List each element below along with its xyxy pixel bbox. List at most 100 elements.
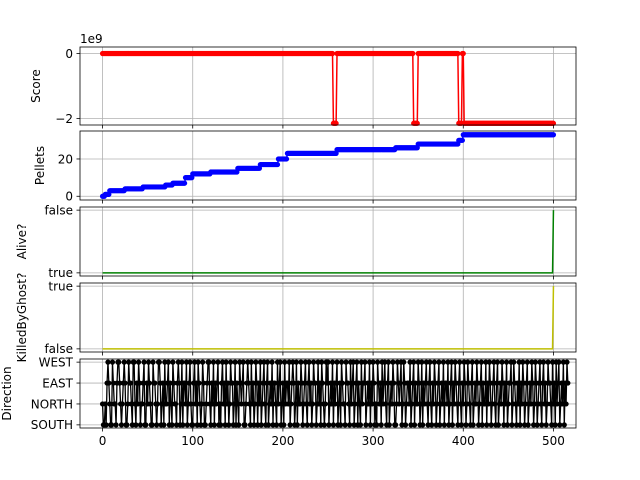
marker-direction xyxy=(152,380,158,386)
marker-direction xyxy=(350,359,356,365)
marker-direction xyxy=(448,359,455,365)
marker-direction xyxy=(411,422,418,428)
axes-frame-score xyxy=(79,46,577,126)
marker-direction xyxy=(479,422,485,428)
marker-direction xyxy=(461,359,467,365)
marker-direction xyxy=(482,401,488,407)
marker-direction xyxy=(542,380,548,386)
marker-direction xyxy=(145,359,152,365)
marker-direction xyxy=(478,359,484,365)
marker-direction xyxy=(420,422,426,428)
marker-direction xyxy=(554,401,560,407)
marker-direction xyxy=(539,422,545,428)
xtick-label: 400 xyxy=(452,434,475,448)
marker-direction xyxy=(213,401,219,407)
marker-direction xyxy=(365,401,372,407)
marker-direction xyxy=(455,422,461,428)
marker-direction xyxy=(519,401,525,407)
marker-direction xyxy=(297,401,303,407)
marker-direction xyxy=(552,422,558,428)
marker-direction xyxy=(329,401,335,407)
marker-direction xyxy=(288,401,294,407)
marker-direction xyxy=(473,401,479,407)
marker-direction xyxy=(429,422,435,428)
marker-direction xyxy=(191,359,198,365)
marker-direction xyxy=(264,380,270,386)
marker-direction xyxy=(536,380,542,386)
marker-direction xyxy=(336,401,342,407)
marker-direction xyxy=(237,359,243,365)
series-alive xyxy=(102,210,555,274)
marker-direction xyxy=(405,380,411,386)
marker-direction xyxy=(255,422,261,428)
marker-direction xyxy=(505,401,511,407)
marker-direction xyxy=(232,359,238,365)
marker-direction xyxy=(514,380,520,386)
marker-direction xyxy=(219,359,226,365)
marker-direction xyxy=(264,359,271,365)
marker-direction xyxy=(384,380,391,386)
marker-direction xyxy=(333,380,339,386)
marker-direction xyxy=(359,401,365,407)
marker-direction xyxy=(491,359,497,365)
marker-direction xyxy=(485,401,492,407)
marker-direction xyxy=(509,422,515,428)
marker-direction xyxy=(160,380,166,386)
marker-direction xyxy=(255,380,262,386)
marker-direction xyxy=(330,422,337,428)
marker-direction xyxy=(321,422,327,428)
axes-frame-pellets xyxy=(79,130,577,201)
marker-direction xyxy=(279,401,285,407)
marker-direction xyxy=(537,359,543,365)
marker-direction xyxy=(178,401,184,407)
ylabel-killed: KilledByGhost? xyxy=(15,273,29,363)
marker-direction xyxy=(338,359,345,365)
marker-direction xyxy=(513,422,520,428)
marker-direction xyxy=(499,359,505,365)
marker-direction xyxy=(226,422,232,428)
marker-direction xyxy=(124,422,130,428)
marker-direction xyxy=(147,401,153,407)
marker-direction xyxy=(494,359,501,365)
marker-direction xyxy=(196,380,202,386)
marker-direction xyxy=(257,359,263,365)
marker-direction xyxy=(322,401,328,407)
marker-direction xyxy=(367,422,373,428)
marker-direction xyxy=(468,380,474,386)
marker-direction xyxy=(501,422,507,428)
marker-direction xyxy=(303,401,309,407)
ytick-label: true xyxy=(48,279,73,293)
ytick-label: 0 xyxy=(65,190,73,204)
marker-direction xyxy=(524,359,530,365)
marker-direction xyxy=(146,380,153,386)
marker-direction xyxy=(525,422,531,428)
marker-direction xyxy=(154,422,160,428)
marker-direction xyxy=(106,380,112,386)
marker-direction xyxy=(167,380,173,386)
marker-direction xyxy=(128,401,134,407)
marker-direction xyxy=(119,401,125,407)
marker-direction xyxy=(229,380,236,386)
marker-direction xyxy=(293,359,300,365)
ytick-label: false xyxy=(44,342,73,356)
marker-direction xyxy=(348,401,355,407)
marker-direction xyxy=(469,359,475,365)
panel-alive: true false Alive? xyxy=(15,203,577,280)
marker-direction xyxy=(425,422,431,428)
marker-direction xyxy=(276,380,282,386)
marker-direction xyxy=(426,380,432,386)
marker-direction xyxy=(274,422,280,428)
marker-direction xyxy=(466,401,473,407)
ytick-label: 20 xyxy=(58,152,73,166)
marker-direction xyxy=(446,422,452,428)
marker-direction xyxy=(125,401,131,407)
marker-direction xyxy=(374,422,380,428)
marker-direction xyxy=(269,359,275,365)
marker-direction xyxy=(220,401,226,407)
marker-direction xyxy=(176,380,182,386)
marker-direction xyxy=(358,359,364,365)
marker-direction xyxy=(433,422,439,428)
marker-direction xyxy=(234,380,240,386)
marker-direction xyxy=(424,401,430,407)
marker-score xyxy=(333,120,339,126)
